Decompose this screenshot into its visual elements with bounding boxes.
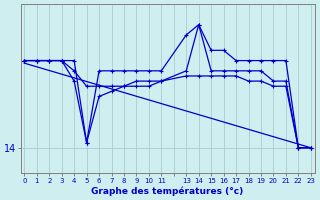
X-axis label: Graphe des températures (°c): Graphe des températures (°c) <box>92 186 244 196</box>
